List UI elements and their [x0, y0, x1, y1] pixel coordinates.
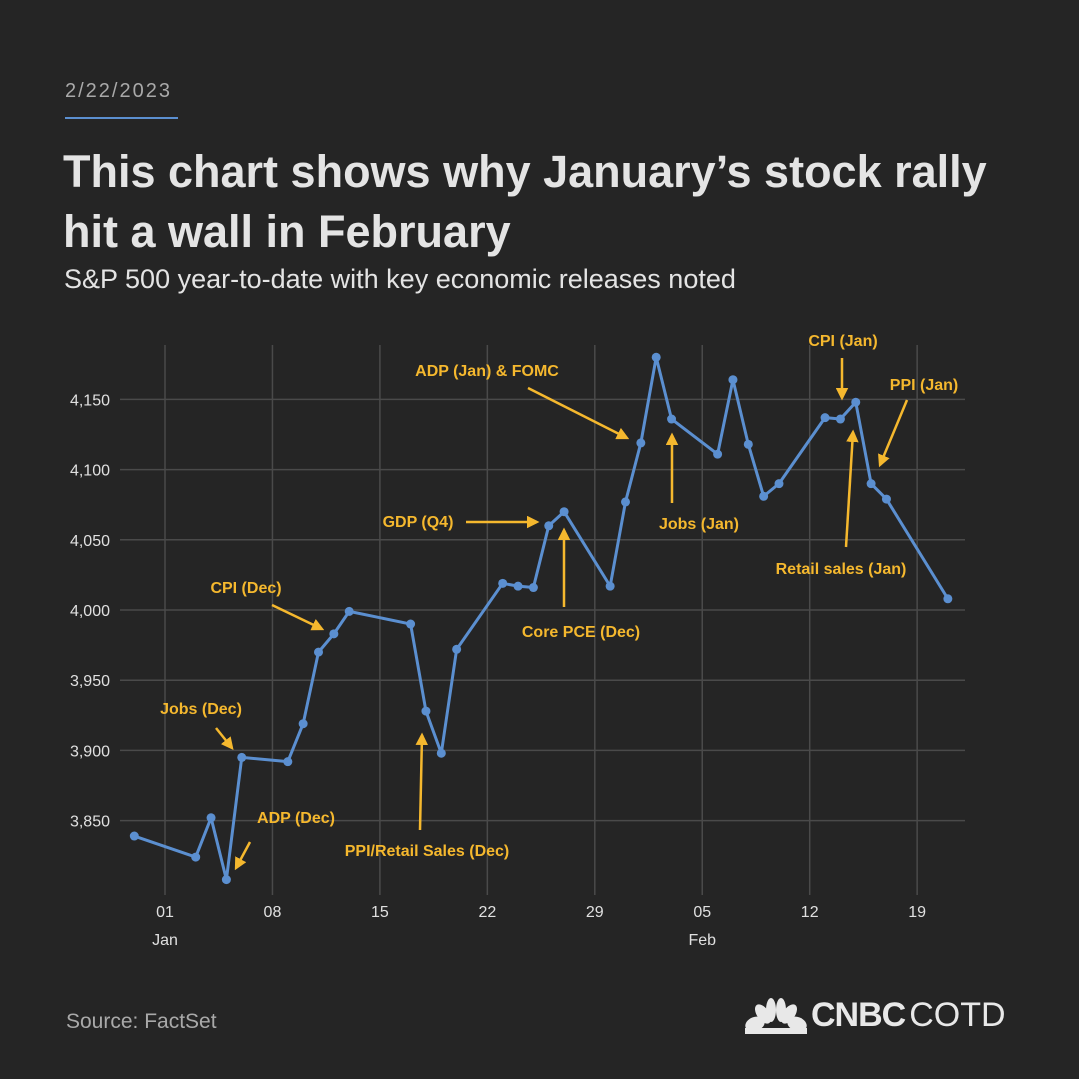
annotation-label: GDP (Q4) — [383, 514, 454, 531]
data-point — [191, 852, 201, 862]
data-point — [528, 583, 538, 593]
sp500-line — [133, 355, 950, 882]
data-point — [329, 629, 339, 639]
data-point — [759, 491, 769, 501]
annotation-arrow — [415, 732, 429, 831]
data-point — [774, 479, 784, 489]
annotation-arrow — [527, 386, 630, 440]
data-point — [820, 413, 830, 423]
peacock-icon — [745, 997, 807, 1034]
data-point — [498, 578, 508, 588]
x-month-label: Feb — [688, 932, 716, 949]
data-point — [452, 644, 462, 654]
data-point — [667, 414, 677, 424]
chart-title: This chart shows why January’s stock ral… — [63, 146, 987, 257]
annotation-arrow — [215, 727, 234, 750]
date-underline — [65, 117, 178, 119]
annotation-arrow — [271, 603, 325, 631]
data-point — [713, 449, 723, 459]
data-point — [237, 752, 247, 762]
data-point — [421, 706, 431, 716]
annotation-label: Retail sales (Jan) — [776, 561, 907, 578]
y-tick-label: 4,100 — [70, 463, 110, 480]
x-month-label: Jan — [152, 932, 178, 949]
y-tick-label: 3,850 — [70, 814, 110, 831]
y-tick-label: 4,000 — [70, 603, 110, 620]
data-point — [314, 647, 323, 657]
data-point — [605, 581, 615, 591]
data-point — [881, 494, 891, 504]
data-point — [206, 813, 216, 823]
y-tick-label: 4,050 — [70, 533, 110, 550]
x-tick-label: 29 — [586, 904, 604, 921]
data-point — [406, 619, 416, 629]
data-point — [866, 479, 876, 489]
data-point — [621, 497, 630, 507]
data-point — [513, 581, 523, 591]
x-tick-label: 15 — [371, 904, 389, 921]
y-tick-label: 3,950 — [70, 673, 110, 690]
annotation-arrow — [844, 429, 859, 548]
x-tick-label: 19 — [908, 904, 926, 921]
x-tick-label: 22 — [478, 904, 496, 921]
logo-suffix: COTD — [909, 996, 1006, 1034]
x-tick-label: 01 — [156, 904, 174, 921]
chart-subtitle: S&P 500 year-to-date with key economic r… — [64, 264, 736, 294]
data-point — [743, 439, 753, 449]
y-tick-label: 4,150 — [70, 392, 110, 409]
annotation-label: ADP (Jan) & FOMC — [415, 363, 559, 380]
annotation-arrow — [234, 841, 252, 871]
publish-date: 2/22/2023 — [65, 80, 172, 102]
data-point — [728, 375, 738, 385]
logo-brand: CNBC — [811, 996, 906, 1034]
data-point — [636, 438, 646, 448]
data-point — [436, 748, 446, 758]
data-point — [344, 606, 354, 616]
data-point — [129, 831, 139, 841]
annotation-label: Jobs (Jan) — [659, 516, 739, 533]
data-point — [221, 875, 231, 885]
annotation-label: Jobs (Dec) — [160, 701, 242, 718]
x-tick-label: 05 — [693, 904, 711, 921]
data-point — [851, 397, 861, 407]
annotation-label: ADP (Dec) — [257, 810, 335, 827]
data-point — [283, 757, 293, 767]
data-point — [651, 352, 661, 362]
annotation-arrow — [878, 399, 909, 468]
annotation-label: CPI (Jan) — [808, 333, 877, 350]
data-point — [298, 719, 308, 729]
source-note: Source: FactSet — [66, 1010, 217, 1033]
annotation-label: PPI (Jan) — [890, 377, 958, 394]
data-point — [544, 521, 554, 531]
data-point — [835, 414, 845, 424]
annotation-label: PPI/Retail Sales (Dec) — [345, 843, 510, 860]
cnbc-cotd-logo: CNBC COTD — [745, 996, 1006, 1035]
data-point — [559, 507, 569, 517]
data-point — [943, 594, 953, 604]
y-tick-label: 3,900 — [70, 743, 110, 760]
annotation-label: Core PCE (Dec) — [522, 624, 640, 641]
annotation-label: CPI (Dec) — [210, 580, 281, 597]
x-tick-label: 12 — [801, 904, 819, 921]
x-tick-label: 08 — [264, 904, 282, 921]
